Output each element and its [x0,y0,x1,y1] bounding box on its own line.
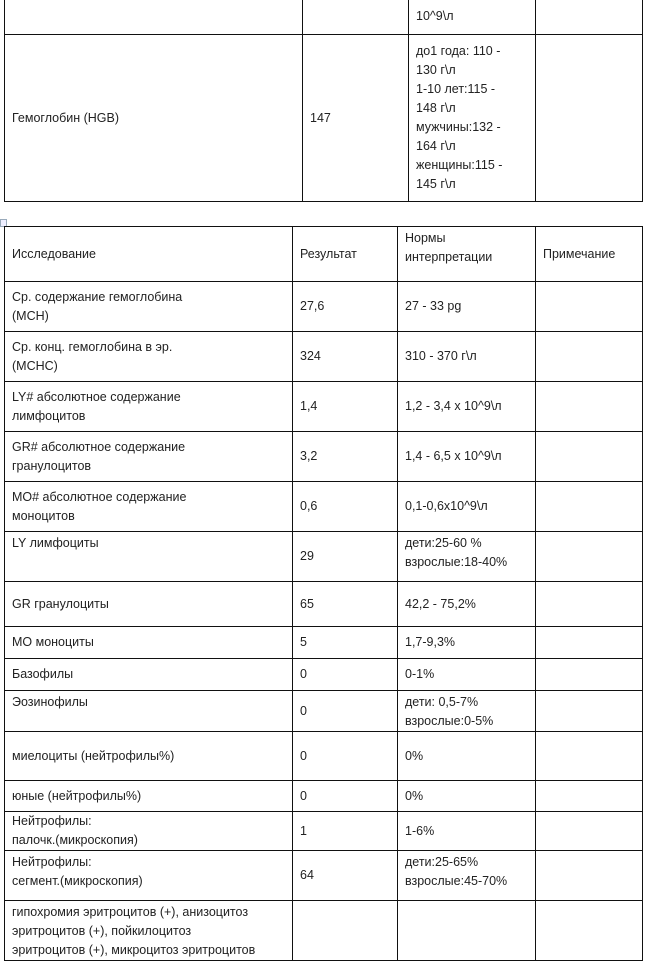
result-value: 29 [292,531,398,582]
norms: 310 - 370 г\л [397,331,536,382]
result-value: 324 [292,331,398,382]
table-row: юные (нейтрофилы%) 0 0% [4,780,643,812]
table-row: MO моноциты 5 1,7-9,3% [4,626,643,659]
norms: 42,2 - 75,2% [397,581,536,627]
result-value [292,900,398,961]
test-name: GR гранулоциты [4,581,293,627]
table-row: гипохромия эритроцитов (+), анизоцитоз эр… [4,900,643,961]
norms: 1,4 - 6,5 x 10^9\л [397,431,536,482]
test-name: Базофилы [4,658,293,691]
hemoglobin-table-fragment: 10^9\л Гемоглобин (HGB) 147 до1 года: 110 … [4,0,643,202]
test-name: Эозинофилы [4,690,293,732]
norms [397,900,536,961]
test-name: MO моноциты [4,626,293,659]
result-value: 147 [302,34,409,202]
note [535,381,643,432]
note [535,531,643,582]
table-row: Ср. конц. гемоглобина в эр. (MCHC) 324 310 … [4,331,643,382]
result-value: 0 [292,690,398,732]
note [535,900,643,961]
result-value: 0 [292,731,398,781]
table-row: GR гранулоциты 65 42,2 - 75,2% [4,581,643,627]
table-row: LY# абсолютное содержание лимфоцитов 1,4 1,… [4,381,643,432]
table-header-row: Исследование Результат Нормы интерпретаци… [4,226,643,282]
header-result: Результат [292,226,398,282]
result-value: 5 [292,626,398,659]
result-value: 65 [292,581,398,627]
table-row: Гемоглобин (HGB) 147 до1 года: 110 -130 г\… [4,34,643,202]
norms: 1,7-9,3% [397,626,536,659]
note [535,281,643,332]
header-test: Исследование [4,226,293,282]
test-name: Ср. конц. гемоглобина в эр. (MCHC) [4,331,293,382]
test-name: MO# абсолютное содержание моноцитов [4,481,293,532]
norms: до1 года: 110 -130 г\л 1-10 лет:115 -148 … [408,34,536,202]
table-row: Нейтрофилы: палочк.(микроскопия) 1 1-6% [4,811,643,851]
test-name: гипохромия эритроцитов (+), анизоцитоз эр… [4,900,293,961]
table-move-handle[interactable] [0,219,7,227]
note [535,626,643,659]
header-norms: Нормы интерпретации [397,226,536,282]
norms: дети: 0,5-7% взрослые:0-5% [397,690,536,732]
result-value: 1,4 [292,381,398,432]
test-name: миелоциты (нейтрофилы%) [4,731,293,781]
test-name: LY# абсолютное содержание лимфоцитов [4,381,293,432]
result-value: 0,6 [292,481,398,532]
test-name: Нейтрофилы: сегмент.(микроскопия) [4,850,293,901]
test-name: GR# абсолютное содержание гранулоцитов [4,431,293,482]
test-name: Гемоглобин (HGB) [4,34,303,202]
note [535,658,643,691]
norms: 27 - 33 pg [397,281,536,332]
note [535,34,643,202]
norms: 1,2 - 3,4 x 10^9\л [397,381,536,432]
norms: 0% [397,780,536,812]
table-row: 10^9\л [4,0,643,35]
table-row: Эозинофилы 0 дети: 0,5-7% взрослые:0-5% [4,690,643,732]
norms: дети:25-65% взрослые:45-70% [397,850,536,901]
table-row: Нейтрофилы: сегмент.(микроскопия) 64 дети:2… [4,850,643,901]
result-value: 0 [292,658,398,691]
table-row: миелоциты (нейтрофилы%) 0 0% [4,731,643,781]
test-name [4,0,303,35]
table-row: LY лимфоциты 29 дети:25-60 % взрослые:18-40… [4,531,643,582]
test-name: Ср. содержание гемоглобина (MCH) [4,281,293,332]
test-name: Нейтрофилы: палочк.(микроскопия) [4,811,293,851]
note [535,780,643,812]
note [535,581,643,627]
table-row: Базофилы 0 0-1% [4,658,643,691]
result-value: 0 [292,780,398,812]
note [535,481,643,532]
test-name: LY лимфоциты [4,531,293,582]
note [535,850,643,901]
note [535,731,643,781]
result-value [302,0,409,35]
result-value: 64 [292,850,398,901]
note [535,0,643,35]
norms: 0-1% [397,658,536,691]
table-row: GR# абсолютное содержание гранулоцитов 3,2… [4,431,643,482]
norms: 0,1-0,6x10^9\л [397,481,536,532]
norms: дети:25-60 % взрослые:18-40% [397,531,536,582]
norms: 0% [397,731,536,781]
norms: 10^9\л [408,0,536,35]
note [535,331,643,382]
table-row: Ср. содержание гемоглобина (MCH) 27,6 27 - … [4,281,643,332]
result-value: 3,2 [292,431,398,482]
test-name: юные (нейтрофилы%) [4,780,293,812]
note [535,690,643,732]
header-note: Примечание [535,226,643,282]
result-value: 1 [292,811,398,851]
note [535,431,643,482]
table-row: MO# абсолютное содержание моноцитов 0,6 0,1… [4,481,643,532]
norms: 1-6% [397,811,536,851]
note [535,811,643,851]
result-value: 27,6 [292,281,398,332]
blood-test-table: Исследование Результат Нормы интерпретаци… [4,226,643,961]
